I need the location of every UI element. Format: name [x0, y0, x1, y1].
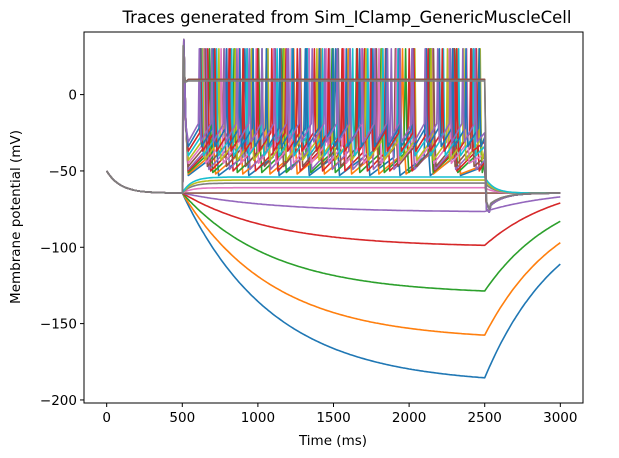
x-tick-label: 500 — [169, 410, 195, 426]
x-axis: 0 500 1000 1500 2000 2500 3000 — [102, 403, 577, 426]
x-tick-label: 1000 — [241, 410, 275, 426]
y-tick-label: −50 — [49, 164, 78, 180]
y-tick-label: 0 — [68, 88, 77, 104]
x-tick-label: 2500 — [468, 410, 502, 426]
trace-group — [106, 38, 561, 379]
trace-subthreshold-1 — [106, 170, 561, 194]
trace-hyperpolarizing-2 — [106, 170, 561, 336]
y-tick-label: −100 — [40, 240, 77, 256]
trace-subthreshold-4 — [106, 170, 561, 194]
y-axis: −200 −150 −100 −50 0 — [40, 88, 84, 409]
y-tick-label: −150 — [40, 317, 77, 333]
y-axis-label: Membrane potential (mV) — [8, 130, 24, 304]
x-axis-label: Time (ms) — [298, 433, 367, 449]
trace-depolarization-block-2 — [106, 44, 561, 210]
x-tick-label: 0 — [102, 410, 111, 426]
chart-title: Traces generated from Sim_IClamp_Generic… — [122, 8, 572, 28]
x-tick-label: 1500 — [316, 410, 350, 426]
trace-subthreshold-2 — [106, 170, 561, 194]
x-tick-label: 2000 — [392, 410, 426, 426]
trace-subthreshold-3 — [106, 170, 561, 194]
trace-hyperpolarizing-6 — [106, 170, 561, 194]
y-tick-label: −200 — [40, 393, 77, 409]
x-tick-label: 3000 — [543, 410, 577, 426]
